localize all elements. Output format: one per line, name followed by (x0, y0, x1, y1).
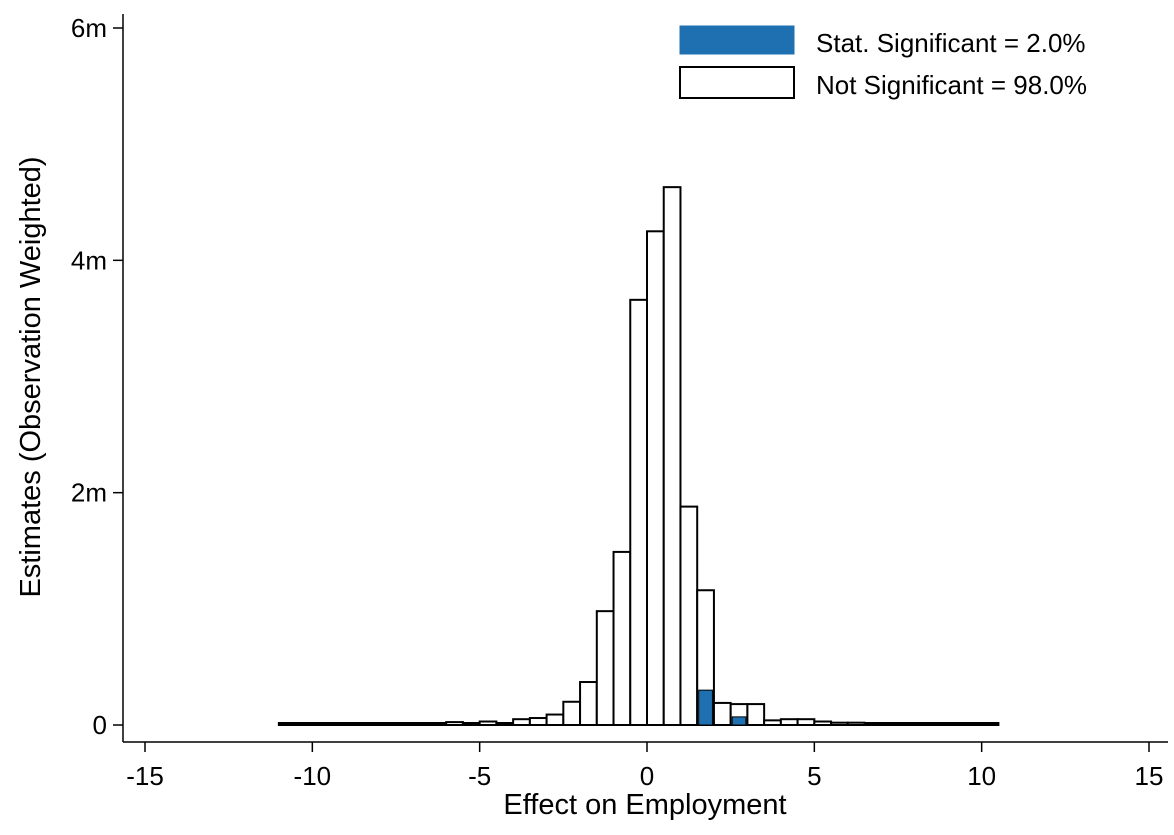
legend-swatch-significant (679, 25, 795, 55)
bar-not-significant (294, 722, 314, 726)
bar-not-significant (796, 718, 816, 726)
x-tick-label: -10 (294, 761, 332, 791)
bar-not-significant (512, 718, 531, 726)
x-axis-ticks: -15 -10 -5 0 5 10 15 (126, 742, 1163, 791)
y-axis-title: Estimates (Observation Weighted) (15, 156, 47, 597)
x-tick-label: 10 (967, 761, 996, 791)
y-tick-label: 2m (71, 478, 107, 508)
bar-not-significant (277, 722, 297, 726)
legend-label-not-significant: Not Significant = 98.0% (816, 70, 1087, 100)
bar-not-significant (712, 701, 732, 727)
bar-not-significant (897, 722, 916, 726)
bar-not-significant (478, 720, 498, 727)
bar-not-significant (779, 718, 799, 726)
bar-not-significant (595, 610, 615, 727)
bar-not-significant (395, 722, 414, 726)
bar-not-significant (545, 713, 565, 726)
bar-not-significant (562, 700, 582, 726)
bar-not-significant (930, 722, 950, 726)
bar-not-significant (612, 550, 632, 727)
bar-not-significant (947, 722, 966, 726)
y-tick-label: 0 (93, 710, 107, 740)
bar-not-significant (963, 722, 983, 726)
x-tick-label: -5 (468, 761, 491, 791)
x-tick-label: -15 (126, 761, 164, 791)
legend: Stat. Significant = 2.0% Not Significant… (679, 25, 1087, 100)
legend-swatch-not-significant (679, 66, 795, 99)
x-tick-label: 5 (807, 761, 821, 791)
plot-area: 0 2m 4m 6m -15 -10 -5 0 5 10 15 (71, 13, 1168, 791)
bar-not-significant (746, 703, 766, 727)
x-tick-label: 0 (640, 761, 654, 791)
bar-not-significant (813, 720, 833, 727)
bar-not-significant (361, 722, 381, 726)
bar-not-significant (830, 721, 849, 727)
bar-not-significant (763, 719, 782, 726)
y-axis-ticks: 0 2m 4m 6m (71, 13, 123, 740)
x-tick-label: 15 (1135, 761, 1164, 791)
bar-significant (731, 716, 747, 726)
x-axis-title: Effect on Employment (503, 789, 786, 821)
bar-not-significant (846, 721, 866, 727)
bar-not-significant (980, 722, 1000, 726)
bar-not-significant (344, 722, 364, 726)
bar-not-significant (913, 722, 933, 726)
bar-not-significant (863, 722, 883, 726)
bar-not-significant (880, 722, 899, 726)
bar-not-significant (445, 721, 464, 726)
y-tick-label: 4m (71, 245, 107, 275)
bar-not-significant (311, 722, 331, 726)
bar-significant (698, 689, 713, 726)
bar-not-significant (378, 722, 397, 726)
bars-group (277, 186, 1000, 727)
bar-not-significant (528, 717, 548, 727)
bar-not-significant (646, 230, 665, 727)
bar-not-significant (629, 298, 648, 726)
bar-not-significant (328, 722, 347, 726)
bar-not-significant (579, 681, 598, 726)
bar-not-significant (662, 186, 682, 727)
bar-not-significant (495, 722, 515, 726)
bar-not-significant (428, 722, 448, 726)
y-tick-label: 6m (71, 13, 107, 43)
bar-not-significant (461, 722, 481, 726)
bar-not-significant (679, 505, 699, 726)
bar-not-significant (411, 722, 431, 726)
legend-label-significant: Stat. Significant = 2.0% (816, 28, 1086, 58)
